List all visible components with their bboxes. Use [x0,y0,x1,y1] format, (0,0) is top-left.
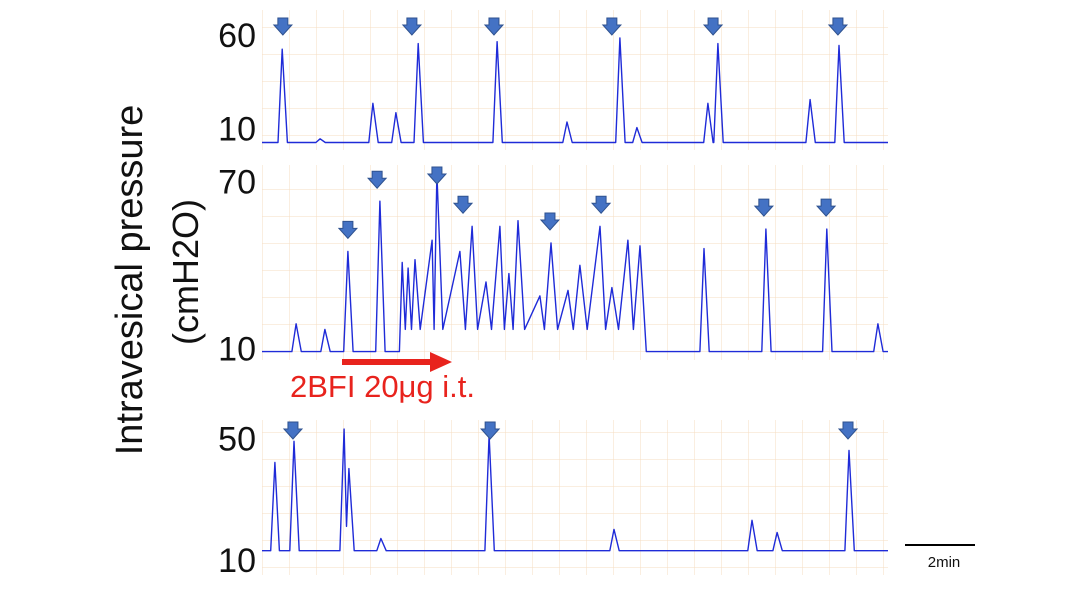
y-axis-label: Intravesical pressure [109,105,151,456]
voiding-arrow [837,421,859,440]
voiding-arrow [401,17,423,36]
voiding-arrow [272,17,293,36]
voiding-arrow [539,212,561,231]
trace [262,37,888,144]
annotation: 2BFI 20μg i.t. [290,369,475,404]
voiding-arrow [702,17,724,36]
grid-background [262,165,888,360]
voiding-arrow [452,195,474,215]
voiding-arrow [480,421,501,440]
y-tick-label: 70 [218,163,256,201]
voiding-arrow [483,17,505,36]
y-tick-label: 60 [218,17,256,55]
scale-bar-label: 2min [928,554,961,571]
voiding-arrow [753,198,774,217]
voiding-arrow [282,421,304,440]
y-tick-label: 10 [218,110,256,148]
voiding-arrow [601,17,622,36]
trace [262,172,888,353]
grid-background [262,10,888,150]
grid-background [262,420,888,575]
voiding-arrow [426,166,448,185]
y-tick-label: 10 [218,331,256,369]
y-tick-label: 10 [218,542,256,580]
y-axis-unit: (cmH2O) [165,199,206,345]
treatment-arrow-head [430,352,452,372]
voiding-arrow [337,220,359,240]
voiding-arrow [815,198,837,217]
y-tick-label: 50 [218,420,256,458]
panels: 10 60 10 70 10 50 [218,10,888,580]
trace [262,428,888,552]
voiding-arrow [366,170,388,189]
voiding-arrow [827,17,849,36]
voiding-arrow [590,195,612,215]
